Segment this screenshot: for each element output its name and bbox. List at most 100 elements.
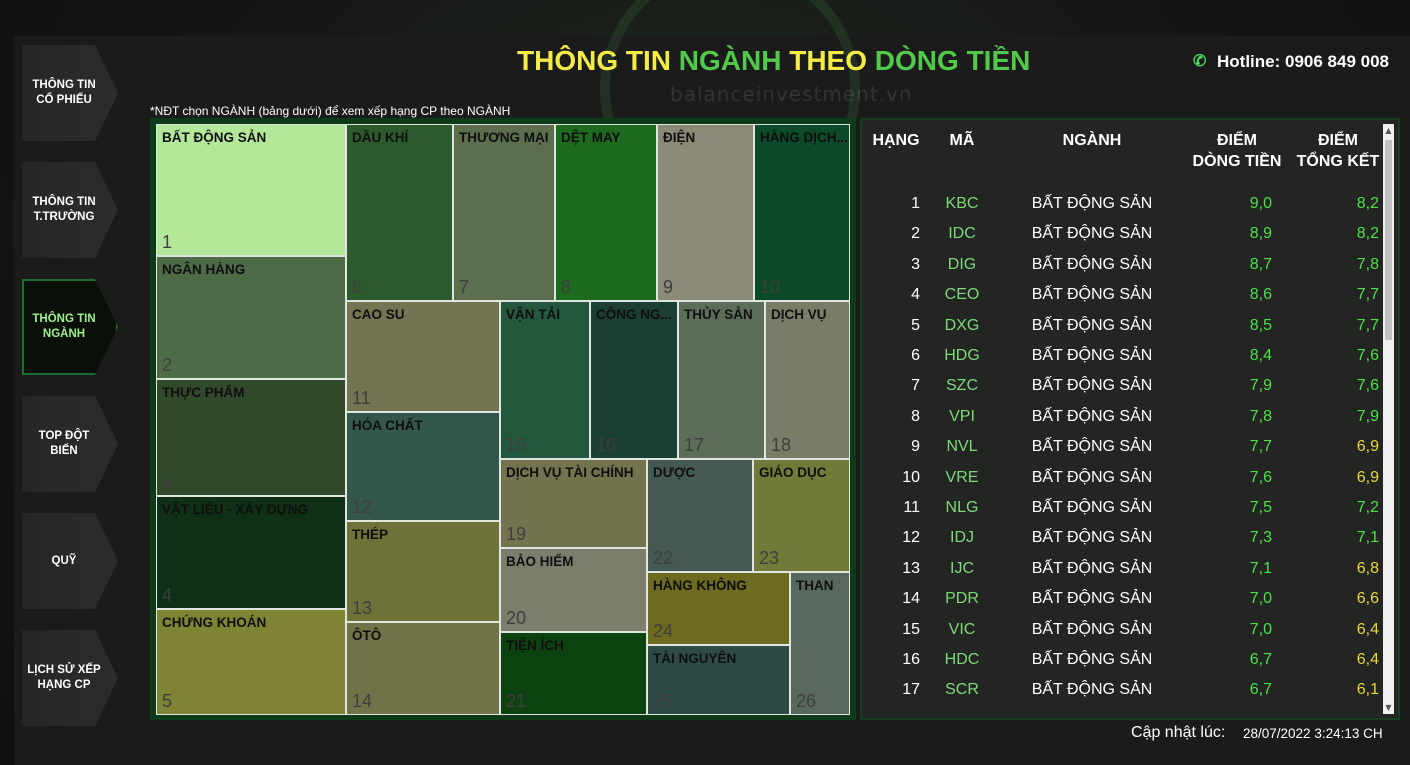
tile-rank: 14: [352, 691, 373, 711]
tile-industry-name: CÔNG NG...: [596, 307, 672, 322]
treemap-tile[interactable]: HÓA CHẤT 12: [346, 412, 500, 521]
treemap-tile[interactable]: THAN 26: [790, 572, 850, 715]
table-row[interactable]: 12 IDJ BẤT ĐỘNG SẢN 7,3 7,1: [862, 523, 1382, 553]
header-cashflow-score[interactable]: ĐIỂM DÒNG TIỀN: [1192, 132, 1282, 170]
nav-quy[interactable]: QUỸ: [22, 513, 118, 609]
table-row[interactable]: 14 PDR BẤT ĐỘNG SẢN 7,0 6,6: [862, 584, 1382, 614]
code-cell: SCR: [945, 681, 979, 699]
header-rank[interactable]: HẠNG: [872, 132, 920, 149]
table-row[interactable]: 2 IDC BẤT ĐỘNG SẢN 8,9 8,2: [862, 219, 1382, 249]
treemap-tile[interactable]: TÀI NGUYÊN 25: [647, 645, 790, 715]
header-code[interactable]: MÃ: [949, 132, 975, 149]
table-row[interactable]: 5 DXG BẤT ĐỘNG SẢN 8,5 7,7: [862, 311, 1382, 341]
header-industry[interactable]: NGÀNH: [1062, 132, 1122, 149]
table-row[interactable]: 6 HDG BẤT ĐỘNG SẢN 8,4 7,6: [862, 341, 1382, 371]
table-row[interactable]: 15 VIC BẤT ĐỘNG SẢN 7,0 6,4: [862, 615, 1382, 645]
instruction-note: *NĐT chọn NGÀNH (bảng dưới) để xem xếp h…: [150, 104, 511, 118]
treemap-tile[interactable]: NGÂN HÀNG 2: [156, 256, 346, 379]
tile-rank: 7: [459, 277, 470, 297]
rank-cell: 6: [911, 347, 920, 364]
table-row[interactable]: 1 KBC BẤT ĐỘNG SẢN 9,0 8,2: [862, 189, 1382, 219]
tile-rank: 11: [352, 388, 371, 408]
treemap-tile[interactable]: CHỨNG KHOÁN 5: [156, 609, 346, 715]
cashflow-score-cell: 8,6: [1249, 286, 1272, 304]
nav-top-dot-bien[interactable]: TOP ĐỘT BIẾN: [22, 396, 118, 492]
treemap-tile[interactable]: DẦU KHÍ 6: [346, 124, 453, 301]
table-scrollbar[interactable]: ▲ ▼: [1383, 124, 1394, 714]
treemap-tile[interactable]: GIÁO DỤC 23: [753, 459, 850, 572]
tile-industry-name: DỊCH VỤ TÀI CHÍNH: [506, 465, 634, 480]
scroll-down-icon[interactable]: ▼: [1385, 703, 1392, 712]
treemap-tile[interactable]: DỊCH VỤ 18: [765, 301, 850, 459]
treemap-tile[interactable]: CÔNG NG... 16: [590, 301, 678, 459]
nav-label: THÔNG TIN CỔ PHIẾU: [32, 79, 96, 106]
tile-industry-name: THỰC PHẨM: [162, 385, 245, 400]
tile-rank: 10: [760, 277, 781, 297]
treemap-tile[interactable]: THỰC PHẨM 3: [156, 379, 346, 496]
treemap-tile[interactable]: THỦY SẢN 17: [678, 301, 765, 459]
table-row[interactable]: 3 DIG BẤT ĐỘNG SẢN 8,7 7,8: [862, 250, 1382, 280]
tile-rank: 2: [162, 355, 173, 375]
treemap-tile[interactable]: HÀNG DỊCH... 10: [754, 124, 850, 301]
industry-cell: BẤT ĐỘNG SẢN: [1031, 499, 1153, 516]
treemap-tile[interactable]: VẬT LIỆU - XÂY DỰNG 4: [156, 496, 346, 609]
table-row[interactable]: 9 NVL BẤT ĐỘNG SẢN 7,7 6,9: [862, 432, 1382, 462]
tile-industry-name: THỦY SẢN: [684, 307, 753, 322]
cashflow-score-cell: 8,5: [1249, 316, 1272, 334]
table-row[interactable]: 16 HDC BẤT ĐỘNG SẢN 6,7 6,4: [862, 645, 1382, 675]
nav-label: LỊCH SỬ XẾP HẠNG CP: [27, 664, 101, 691]
table-row[interactable]: 4 CEO BẤT ĐỘNG SẢN 8,6 7,7: [862, 280, 1382, 310]
treemap-tile[interactable]: TIỆN ÍCH 21: [500, 632, 647, 715]
cashflow-score-cell: 7,9: [1249, 377, 1272, 395]
tile-industry-name: VẬN TẢI: [506, 307, 560, 322]
total-score-cell: 7,1: [1356, 529, 1379, 547]
cashflow-score-cell: 6,7: [1249, 651, 1272, 668]
treemap-tile[interactable]: CAO SU 11: [346, 301, 500, 412]
table-row[interactable]: 10 VRE BẤT ĐỘNG SẢN 7,6 6,9: [862, 463, 1382, 493]
treemap-tile[interactable]: THƯƠNG MẠI 7: [453, 124, 555, 301]
nav-label: THÔNG TIN NGÀNH: [32, 313, 96, 340]
treemap-tile[interactable]: THÉP 13: [346, 521, 500, 622]
table-row[interactable]: 17 SCR BẤT ĐỘNG SẢN 6,7 6,1: [862, 675, 1382, 705]
nav-thong-tin-nganh[interactable]: THÔNG TIN NGÀNH: [22, 279, 118, 375]
treemap-tile[interactable]: ĐIỆN 9: [657, 124, 754, 301]
rank-cell: 8: [911, 407, 920, 425]
scroll-up-icon[interactable]: ▲: [1385, 126, 1392, 135]
treemap-tile[interactable]: DƯỢC 22: [647, 459, 753, 572]
code-cell: NVL: [946, 438, 978, 456]
header-total-score[interactable]: ĐIỂM TỔNG KẾT: [1296, 132, 1380, 170]
phone-icon: ✆: [1193, 53, 1207, 70]
treemap-tile[interactable]: ÔTÔ 14: [346, 622, 500, 715]
treemap-tile[interactable]: DỆT MAY 8: [555, 124, 657, 301]
industry-cell: BẤT ĐỘNG SẢN: [1031, 468, 1153, 486]
treemap-tile[interactable]: VẬN TẢI 15: [500, 301, 590, 459]
tile-rank: 3: [162, 472, 173, 492]
table-row[interactable]: 13 IJC BẤT ĐỘNG SẢN 7,1 6,8: [862, 554, 1382, 584]
rank-cell: 17: [902, 681, 920, 699]
nav-thong-tin-co-phieu[interactable]: THÔNG TIN CỔ PHIẾU: [22, 45, 118, 141]
nav-thong-tin-thi-truong[interactable]: THÔNG TIN T.TRƯỜNG: [22, 162, 118, 258]
scroll-thumb[interactable]: [1385, 140, 1392, 340]
table-row[interactable]: 7 SZC BẤT ĐỘNG SẢN 7,9 7,6: [862, 371, 1382, 401]
treemap-tile[interactable]: DỊCH VỤ TÀI CHÍNH 19: [500, 459, 647, 548]
code-cell: DXG: [944, 316, 980, 334]
tile-industry-name: CHỨNG KHOÁN: [162, 615, 267, 630]
code-cell: VIC: [948, 620, 976, 638]
cashflow-score-cell: 8,7: [1249, 255, 1272, 273]
rank-cell: 2: [911, 225, 920, 243]
rank-cell: 9: [911, 438, 920, 456]
code-cell: IDC: [948, 225, 976, 243]
tile-industry-name: ÔTÔ: [352, 628, 382, 643]
nav-lich-su-xep-hang[interactable]: LỊCH SỬ XẾP HẠNG CP: [22, 630, 118, 726]
tile-industry-name: CAO SU: [352, 307, 405, 322]
hotline[interactable]: ✆ Hotline: 0906 849 008: [1193, 52, 1389, 72]
treemap-tile[interactable]: HÀNG KHÔNG 24: [647, 572, 790, 645]
table-row[interactable]: 8 VPI BẤT ĐỘNG SẢN 7,8 7,9: [862, 402, 1382, 432]
total-score-cell: 6,4: [1356, 620, 1379, 638]
industry-cell: BẤT ĐỘNG SẢN: [1031, 559, 1153, 577]
table-row[interactable]: 11 NLG BẤT ĐỘNG SẢN 7,5 7,2: [862, 493, 1382, 523]
industry-cell: BẤT ĐỘNG SẢN: [1031, 377, 1153, 395]
treemap-tile[interactable]: BẢO HIỂM 20: [500, 548, 647, 632]
tile-industry-name: TÀI NGUYÊN: [653, 651, 737, 666]
treemap-tile[interactable]: BẤT ĐỘNG SẢN 1: [156, 124, 346, 256]
